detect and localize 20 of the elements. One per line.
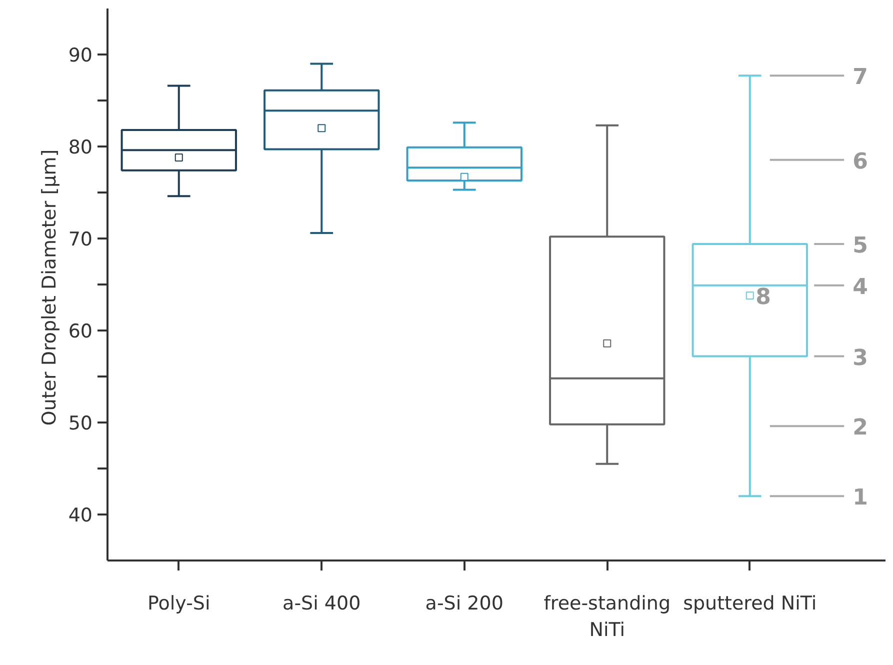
annotation: 5 bbox=[852, 234, 868, 259]
annotation: 4 bbox=[852, 274, 868, 300]
x-tick-label: sputtered NiTi bbox=[683, 592, 817, 614]
y-tick-label: 90 bbox=[68, 44, 93, 66]
y-tick-label: 40 bbox=[68, 504, 93, 526]
y-axis-title: Outer Droplet Diameter [µm] bbox=[38, 149, 60, 426]
y-tick-label: 60 bbox=[68, 320, 93, 342]
x-tick-label: Poly-Si bbox=[147, 592, 210, 614]
annotation: 8 bbox=[756, 285, 771, 310]
annotation: 3 bbox=[852, 346, 868, 371]
y-tick-label: 70 bbox=[68, 228, 93, 250]
x-tick-label: a-Si 200 bbox=[425, 592, 504, 614]
x-tick-label: a-Si 400 bbox=[282, 592, 361, 614]
annotation: 6 bbox=[852, 149, 868, 174]
annotation: 7 bbox=[852, 65, 868, 90]
y-tick-label: 50 bbox=[68, 412, 93, 434]
annotation: 2 bbox=[852, 416, 868, 441]
annotation: 1 bbox=[852, 486, 868, 511]
y-tick-label: 80 bbox=[68, 136, 93, 158]
x-tick-label: free-standing NiTi bbox=[544, 592, 671, 641]
